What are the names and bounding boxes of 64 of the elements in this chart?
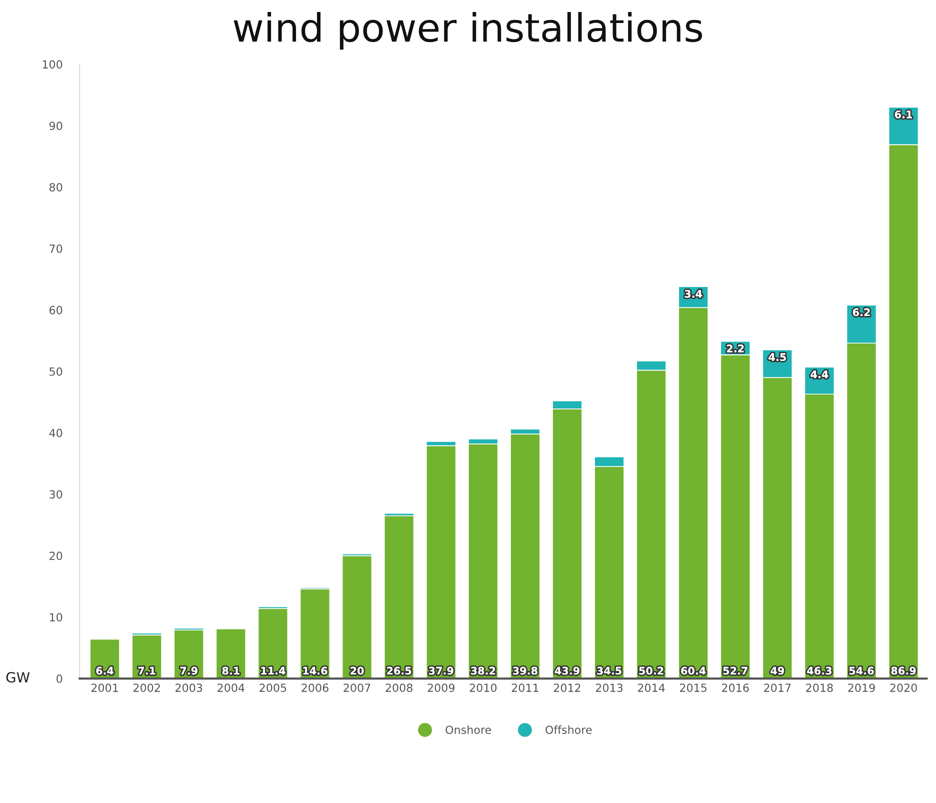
data-label: 37.9 [428, 666, 454, 675]
x-tick-label: 2001 [91, 684, 118, 692]
data-label: 43.9 [554, 666, 580, 675]
bar [342, 555, 372, 679]
y-tick-label: 100 [42, 60, 62, 69]
data-label: 52.7 [723, 666, 748, 675]
data-label: 54.6 [849, 666, 874, 675]
x-tick-label: 2019 [848, 684, 875, 692]
data-label: 11.4 [261, 666, 286, 675]
x-tick-label: 2010 [470, 684, 497, 692]
y-tick-label: 30 [50, 490, 62, 499]
y-tick-label: 70 [50, 244, 62, 253]
x-tick-label: 2017 [764, 684, 791, 692]
data-label: 49 [770, 666, 784, 675]
data-label: 4.5 [768, 353, 786, 362]
x-tick-label: 2002 [133, 684, 160, 692]
x-tick-label: 2006 [302, 684, 328, 692]
data-label: 60.4 [681, 666, 706, 675]
data-label: 3.4 [684, 290, 702, 298]
x-tick-label: 2011 [512, 684, 538, 692]
data-label: 8.1 [222, 666, 240, 675]
x-tick-label: 2009 [428, 684, 454, 692]
data-label: 2.2 [726, 344, 744, 352]
y-tick-label: 0 [56, 674, 62, 683]
data-label: 14.6 [303, 666, 328, 675]
bar [384, 515, 414, 679]
data-label: 6.4 [96, 666, 114, 675]
data-label: 34.5 [597, 666, 622, 675]
x-tick-label: 2008 [386, 684, 412, 692]
chart-title: wind power installations [234, 12, 702, 50]
y-tick-label: 60 [50, 306, 62, 314]
data-label: 86.9 [891, 666, 916, 675]
y-tick-label: 40 [49, 428, 62, 438]
y-axis-title: GW [6, 672, 30, 683]
x-tick-label: 2005 [260, 684, 286, 692]
x-tick-label: 2007 [344, 684, 370, 692]
data-label: 4.4 [810, 370, 828, 378]
bar [426, 445, 456, 679]
x-tick-label: 2018 [806, 684, 833, 692]
data-label: 39.8 [513, 666, 538, 675]
x-tick-label: 2016 [722, 684, 749, 692]
x-tick-label: 2004 [218, 684, 244, 692]
data-label: 6.1 [894, 110, 912, 118]
y-tick-label: 10 [50, 613, 62, 622]
x-tick-label: 2003 [176, 684, 202, 692]
data-label: 26.5 [387, 666, 412, 675]
data-label: 20 [350, 666, 364, 675]
y-tick-label: 90 [49, 122, 62, 130]
y-tick-label: 20 [50, 552, 62, 560]
data-label: 38.2 [470, 666, 496, 675]
data-label: 50.2 [639, 666, 664, 675]
x-tick-label: 2015 [680, 684, 706, 692]
x-tick-label: 2014 [638, 684, 665, 692]
data-label: 46.3 [807, 666, 832, 675]
data-label: 6.2 [852, 308, 870, 316]
x-tick-label: 2013 [596, 684, 622, 692]
data-label: 7.1 [138, 666, 156, 675]
legend-label: Onshore [446, 725, 492, 734]
data-label: 7.9 [180, 666, 198, 675]
x-tick-label: 2012 [554, 684, 580, 692]
y-tick-label: 50 [50, 367, 62, 376]
y-tick-label: 80 [50, 183, 62, 192]
legend-label: Offshore [546, 725, 592, 734]
x-tick-label: 2020 [890, 684, 917, 692]
